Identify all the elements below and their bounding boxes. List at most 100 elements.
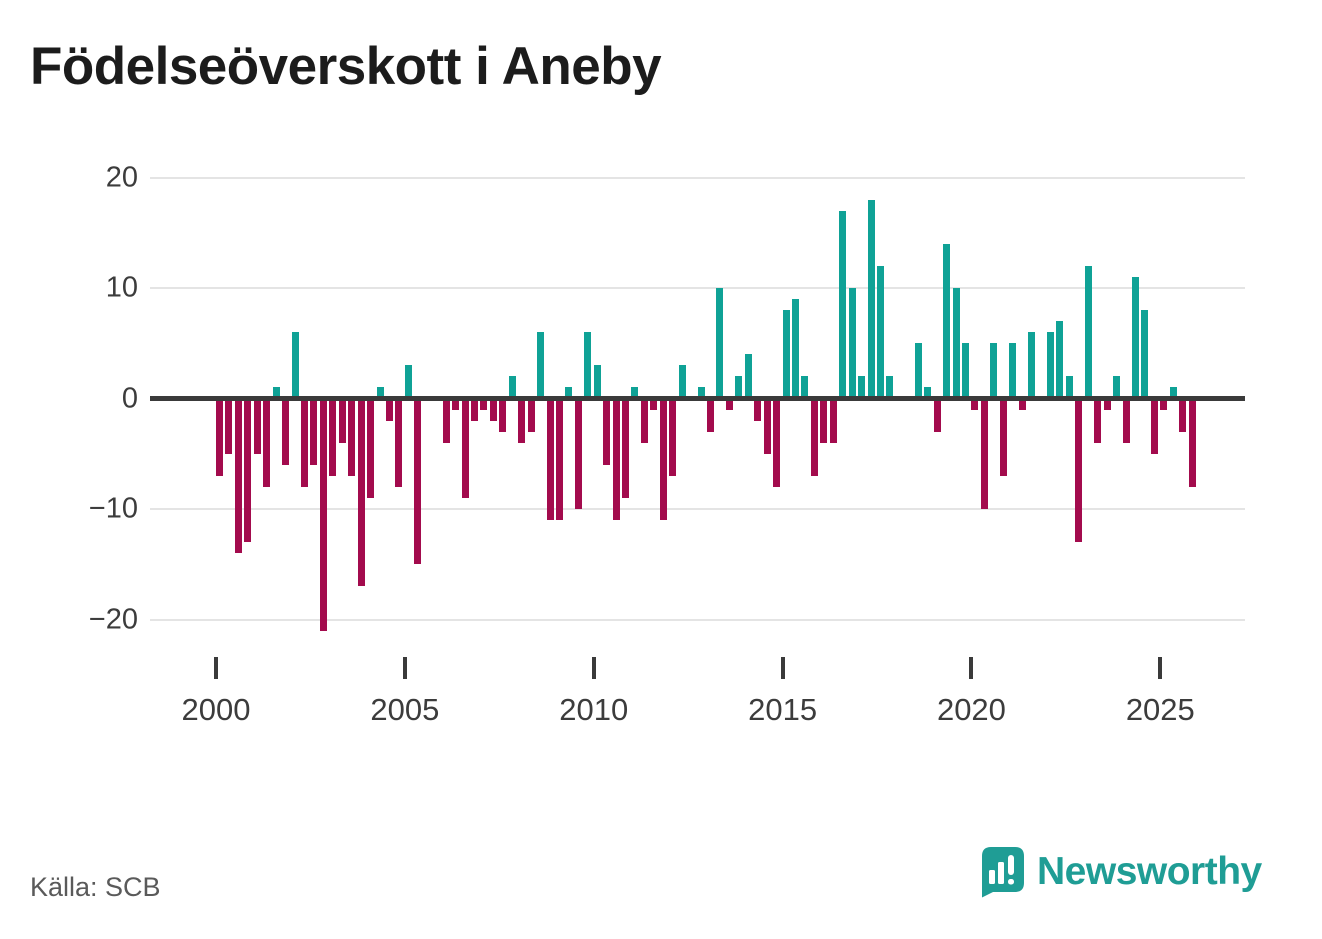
bar-2018-q3[interactable] (914, 343, 922, 399)
bar-2010-q3[interactable] (612, 398, 620, 521)
bar-2024-q3[interactable] (1141, 310, 1149, 399)
bar-2020-q3[interactable] (990, 343, 998, 399)
newsworthy-logo[interactable]: Newsworthy (978, 846, 1262, 898)
bar-2000-q2[interactable] (225, 398, 233, 454)
bar-2005-q1[interactable] (404, 365, 412, 399)
bar-2022-q3[interactable] (1065, 376, 1073, 399)
bar-2019-q1[interactable] (933, 398, 941, 432)
bar-2005-q2[interactable] (414, 398, 422, 565)
bar-2011-q3[interactable] (650, 398, 658, 410)
bar-2021-q2[interactable] (1018, 398, 1026, 410)
bar-2013-q3[interactable] (725, 398, 733, 410)
bar-2015-q2[interactable] (792, 299, 800, 399)
bar-2017-q1[interactable] (858, 376, 866, 399)
bar-2002-q4[interactable] (319, 398, 327, 631)
bar-2016-q4[interactable] (848, 288, 856, 399)
bar-2014-q2[interactable] (754, 398, 762, 421)
bar-2015-q1[interactable] (782, 310, 790, 399)
bar-2019-q4[interactable] (961, 343, 969, 399)
bar-2008-q2[interactable] (527, 398, 535, 432)
bar-2003-q2[interactable] (338, 398, 346, 443)
bar-2000-q1[interactable] (216, 398, 223, 476)
bar-2023-q1[interactable] (1084, 265, 1092, 399)
bar-2006-q2[interactable] (452, 398, 460, 410)
bar-2014-q3[interactable] (763, 398, 771, 454)
bar-2006-q3[interactable] (461, 398, 469, 498)
bar-2003-q3[interactable] (348, 398, 356, 476)
bar-2025-q3[interactable] (1179, 398, 1187, 432)
y-axis-tick-label: 0 (121, 382, 138, 414)
bar-2004-q4[interactable] (395, 398, 403, 487)
bar-2004-q2[interactable] (376, 387, 384, 399)
bar-2017-q4[interactable] (886, 376, 894, 399)
bar-2024-q4[interactable] (1150, 398, 1158, 454)
bar-2001-q2[interactable] (263, 398, 271, 487)
bar-2006-q1[interactable] (442, 398, 450, 443)
bar-2014-q4[interactable] (773, 398, 781, 487)
bar-2002-q1[interactable] (291, 332, 299, 399)
bar-2007-q3[interactable] (499, 398, 507, 432)
bar-2009-q2[interactable] (565, 387, 573, 399)
bar-2023-q2[interactable] (1094, 398, 1102, 443)
bar-2008-q4[interactable] (546, 398, 554, 521)
bar-2016-q3[interactable] (839, 210, 847, 399)
bar-2010-q2[interactable] (603, 398, 611, 465)
bar-2016-q1[interactable] (820, 398, 828, 443)
bar-2009-q4[interactable] (584, 332, 592, 399)
bar-2013-q4[interactable] (735, 376, 743, 399)
bar-2014-q1[interactable] (744, 354, 752, 399)
bar-2003-q1[interactable] (329, 398, 337, 476)
bar-2013-q2[interactable] (716, 288, 724, 399)
bar-2017-q2[interactable] (867, 199, 875, 399)
bar-2012-q2[interactable] (678, 365, 686, 399)
bar-2001-q3[interactable] (272, 387, 280, 399)
bar-2007-q4[interactable] (508, 376, 516, 399)
bar-2000-q3[interactable] (234, 398, 242, 554)
bar-2010-q1[interactable] (593, 365, 601, 399)
bar-2001-q4[interactable] (282, 398, 290, 465)
bar-2011-q2[interactable] (640, 398, 648, 443)
bar-2022-q2[interactable] (1056, 321, 1064, 399)
bar-2025-q4[interactable] (1188, 398, 1196, 487)
bar-2024-q2[interactable] (1131, 276, 1139, 399)
bar-2012-q4[interactable] (697, 387, 705, 399)
bar-2012-q1[interactable] (669, 398, 677, 476)
bar-2011-q4[interactable] (659, 398, 667, 521)
bar-2016-q2[interactable] (829, 398, 837, 443)
bar-2020-q4[interactable] (999, 398, 1007, 476)
bar-2015-q3[interactable] (801, 376, 809, 399)
bar-2020-q1[interactable] (971, 398, 979, 410)
bar-2019-q2[interactable] (943, 243, 951, 399)
bar-2024-q1[interactable] (1122, 398, 1130, 443)
bar-2010-q4[interactable] (622, 398, 630, 498)
bar-2025-q2[interactable] (1169, 387, 1177, 399)
bar-2021-q3[interactable] (1028, 332, 1036, 399)
bar-2008-q1[interactable] (518, 398, 526, 443)
bar-2004-q1[interactable] (367, 398, 375, 498)
bar-2020-q2[interactable] (980, 398, 988, 509)
bar-2022-q4[interactable] (1075, 398, 1083, 543)
bar-2009-q3[interactable] (574, 398, 582, 509)
bar-2023-q3[interactable] (1103, 398, 1111, 410)
bar-2006-q4[interactable] (470, 398, 478, 421)
bar-2023-q4[interactable] (1113, 376, 1121, 399)
bar-2002-q2[interactable] (300, 398, 308, 487)
bar-2018-q4[interactable] (924, 387, 932, 399)
bar-2011-q1[interactable] (631, 387, 639, 399)
bar-2021-q1[interactable] (1009, 343, 1017, 399)
bar-2000-q4[interactable] (244, 398, 252, 543)
bar-2003-q4[interactable] (357, 398, 365, 587)
bar-2013-q1[interactable] (707, 398, 715, 432)
bar-2025-q1[interactable] (1160, 398, 1168, 410)
bar-2001-q1[interactable] (253, 398, 261, 454)
bar-2004-q3[interactable] (385, 398, 393, 421)
bar-2019-q3[interactable] (952, 288, 960, 399)
bar-2007-q2[interactable] (489, 398, 497, 421)
bar-2002-q3[interactable] (310, 398, 318, 465)
bar-2007-q1[interactable] (480, 398, 488, 410)
bar-2009-q1[interactable] (555, 398, 563, 521)
bar-2022-q1[interactable] (1046, 332, 1054, 399)
bar-2017-q3[interactable] (877, 265, 884, 399)
bar-2015-q4[interactable] (810, 398, 818, 476)
bar-2008-q3[interactable] (537, 332, 545, 399)
